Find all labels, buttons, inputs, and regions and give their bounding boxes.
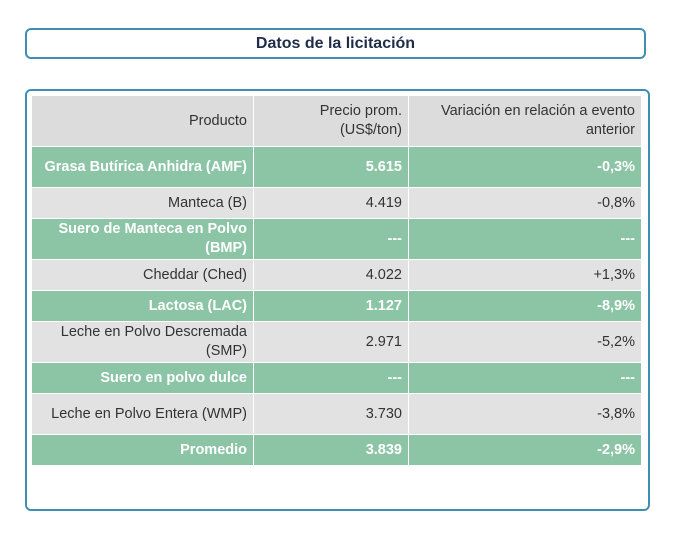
table-row: Manteca (B) 4.419 -0,8% — [32, 188, 641, 219]
price-cell: 2.971 — [254, 322, 409, 363]
price-cell: 5.615 — [254, 147, 409, 188]
price-cell: 1.127 — [254, 291, 409, 322]
price-cell: --- — [254, 363, 409, 394]
title-panel: Datos de la licitación — [25, 28, 646, 59]
product-cell: Leche en Polvo Descremada (SMP) — [32, 322, 254, 363]
column-header-change: Variación en relación a evento anterior — [409, 96, 641, 147]
column-header-product: Producto — [32, 96, 254, 147]
table-row: Suero de Manteca en Polvo (BMP) --- --- — [32, 219, 641, 260]
change-cell: +1,3% — [409, 260, 641, 291]
change-cell: --- — [409, 219, 641, 260]
change-cell: -5,2% — [409, 322, 641, 363]
table-row: Suero en polvo dulce --- --- — [32, 363, 641, 394]
table-header-row: Producto Precio prom. (US$/ton) Variació… — [32, 96, 641, 147]
change-cell: -3,8% — [409, 394, 641, 435]
product-cell: Manteca (B) — [32, 188, 254, 219]
table-row: Leche en Polvo Entera (WMP) 3.730 -3,8% — [32, 394, 641, 435]
product-cell: Leche en Polvo Entera (WMP) — [32, 394, 254, 435]
price-cell: 4.022 — [254, 260, 409, 291]
auction-table-panel: Producto Precio prom. (US$/ton) Variació… — [25, 89, 650, 511]
auction-table: Producto Precio prom. (US$/ton) Variació… — [32, 96, 641, 466]
change-cell: -2,9% — [409, 435, 641, 466]
change-cell: --- — [409, 363, 641, 394]
product-cell: Suero en polvo dulce — [32, 363, 254, 394]
price-cell: 3.730 — [254, 394, 409, 435]
page-title: Datos de la licitación — [255, 34, 416, 52]
product-cell: Suero de Manteca en Polvo (BMP) — [32, 219, 254, 260]
price-cell: 3.839 — [254, 435, 409, 466]
product-cell: Lactosa (LAC) — [32, 291, 254, 322]
price-cell: 4.419 — [254, 188, 409, 219]
change-cell: -0,8% — [409, 188, 641, 219]
product-cell: Promedio — [32, 435, 254, 466]
table-row: Leche en Polvo Descremada (SMP) 2.971 -5… — [32, 322, 641, 363]
table-row: Lactosa (LAC) 1.127 -8,9% — [32, 291, 641, 322]
table-row: Cheddar (Ched) 4.022 +1,3% — [32, 260, 641, 291]
table-row-average: Promedio 3.839 -2,9% — [32, 435, 641, 466]
price-cell: --- — [254, 219, 409, 260]
product-cell: Grasa Butírica Anhidra (AMF) — [32, 147, 254, 188]
change-cell: -8,9% — [409, 291, 641, 322]
column-header-price: Precio prom. (US$/ton) — [254, 96, 409, 147]
change-cell: -0,3% — [409, 147, 641, 188]
table-row: Grasa Butírica Anhidra (AMF) 5.615 -0,3% — [32, 147, 641, 188]
product-cell: Cheddar (Ched) — [32, 260, 254, 291]
